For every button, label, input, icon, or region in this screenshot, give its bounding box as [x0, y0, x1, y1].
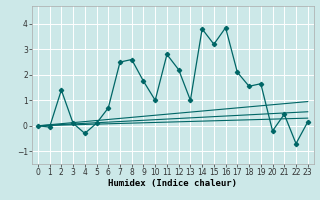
X-axis label: Humidex (Indice chaleur): Humidex (Indice chaleur)	[108, 179, 237, 188]
